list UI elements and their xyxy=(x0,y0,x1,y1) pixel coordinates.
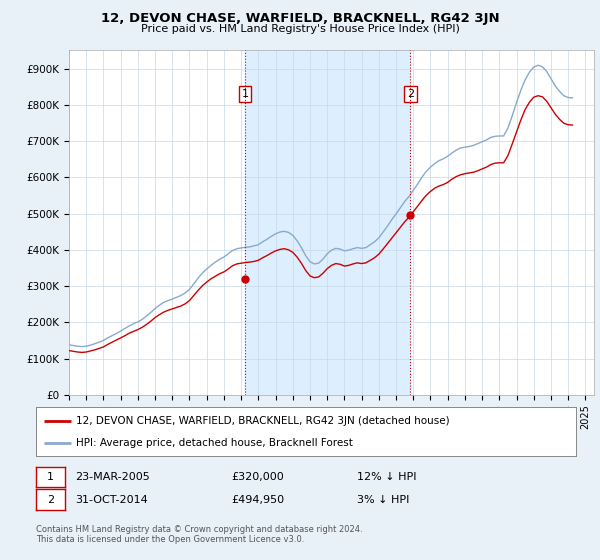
Text: 2: 2 xyxy=(407,89,414,99)
Text: 2: 2 xyxy=(47,494,54,505)
Text: 12, DEVON CHASE, WARFIELD, BRACKNELL, RG42 3JN: 12, DEVON CHASE, WARFIELD, BRACKNELL, RG… xyxy=(101,12,499,25)
Text: Contains HM Land Registry data © Crown copyright and database right 2024.: Contains HM Land Registry data © Crown c… xyxy=(36,525,362,534)
Text: 3% ↓ HPI: 3% ↓ HPI xyxy=(357,494,409,505)
Text: £494,950: £494,950 xyxy=(231,494,284,505)
Bar xyxy=(245,50,410,395)
Text: This data is licensed under the Open Government Licence v3.0.: This data is licensed under the Open Gov… xyxy=(36,535,304,544)
Text: Price paid vs. HM Land Registry's House Price Index (HPI): Price paid vs. HM Land Registry's House … xyxy=(140,24,460,34)
Text: 23-MAR-2005: 23-MAR-2005 xyxy=(75,472,150,482)
Text: 12% ↓ HPI: 12% ↓ HPI xyxy=(357,472,416,482)
Text: HPI: Average price, detached house, Bracknell Forest: HPI: Average price, detached house, Brac… xyxy=(77,437,353,447)
Text: 1: 1 xyxy=(241,89,248,99)
Text: 12, DEVON CHASE, WARFIELD, BRACKNELL, RG42 3JN (detached house): 12, DEVON CHASE, WARFIELD, BRACKNELL, RG… xyxy=(77,416,450,426)
Text: 31-OCT-2014: 31-OCT-2014 xyxy=(75,494,148,505)
Text: 1: 1 xyxy=(47,472,54,482)
Text: £320,000: £320,000 xyxy=(231,472,284,482)
